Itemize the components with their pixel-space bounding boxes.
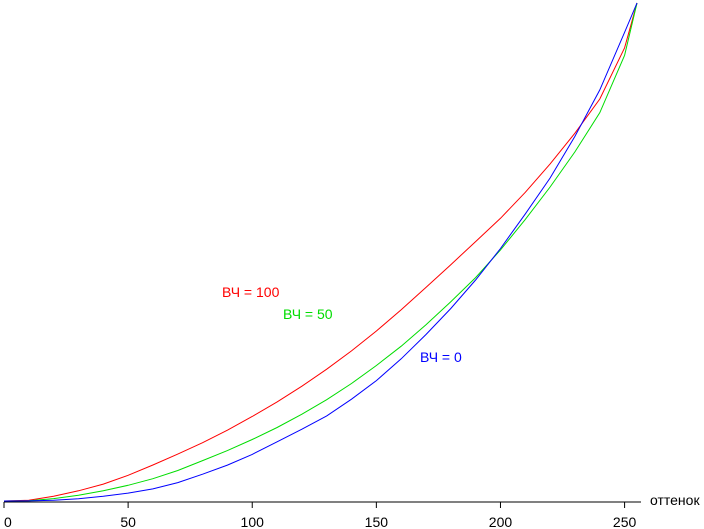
series-line-1 — [3, 2, 638, 502]
x-tick-label: 100 — [241, 514, 265, 529]
series-line-2 — [3, 2, 638, 502]
x-axis-ticks: 0 50 100 150 200 250 — [3, 502, 637, 529]
series-lines — [3, 2, 638, 502]
x-tick-label: 250 — [613, 514, 637, 529]
x-tick-label: 50 — [120, 514, 136, 529]
series-label-0: ВЧ = 100 — [222, 284, 280, 300]
x-tick-label: 0 — [4, 514, 12, 529]
x-axis-title: оттенок — [650, 492, 700, 508]
series-label-1: ВЧ = 50 — [283, 306, 333, 322]
x-tick-label: 200 — [489, 514, 513, 529]
series-label-2: ВЧ = 0 — [420, 349, 462, 365]
x-tick-label: 150 — [365, 514, 389, 529]
series-line-0 — [3, 2, 638, 502]
